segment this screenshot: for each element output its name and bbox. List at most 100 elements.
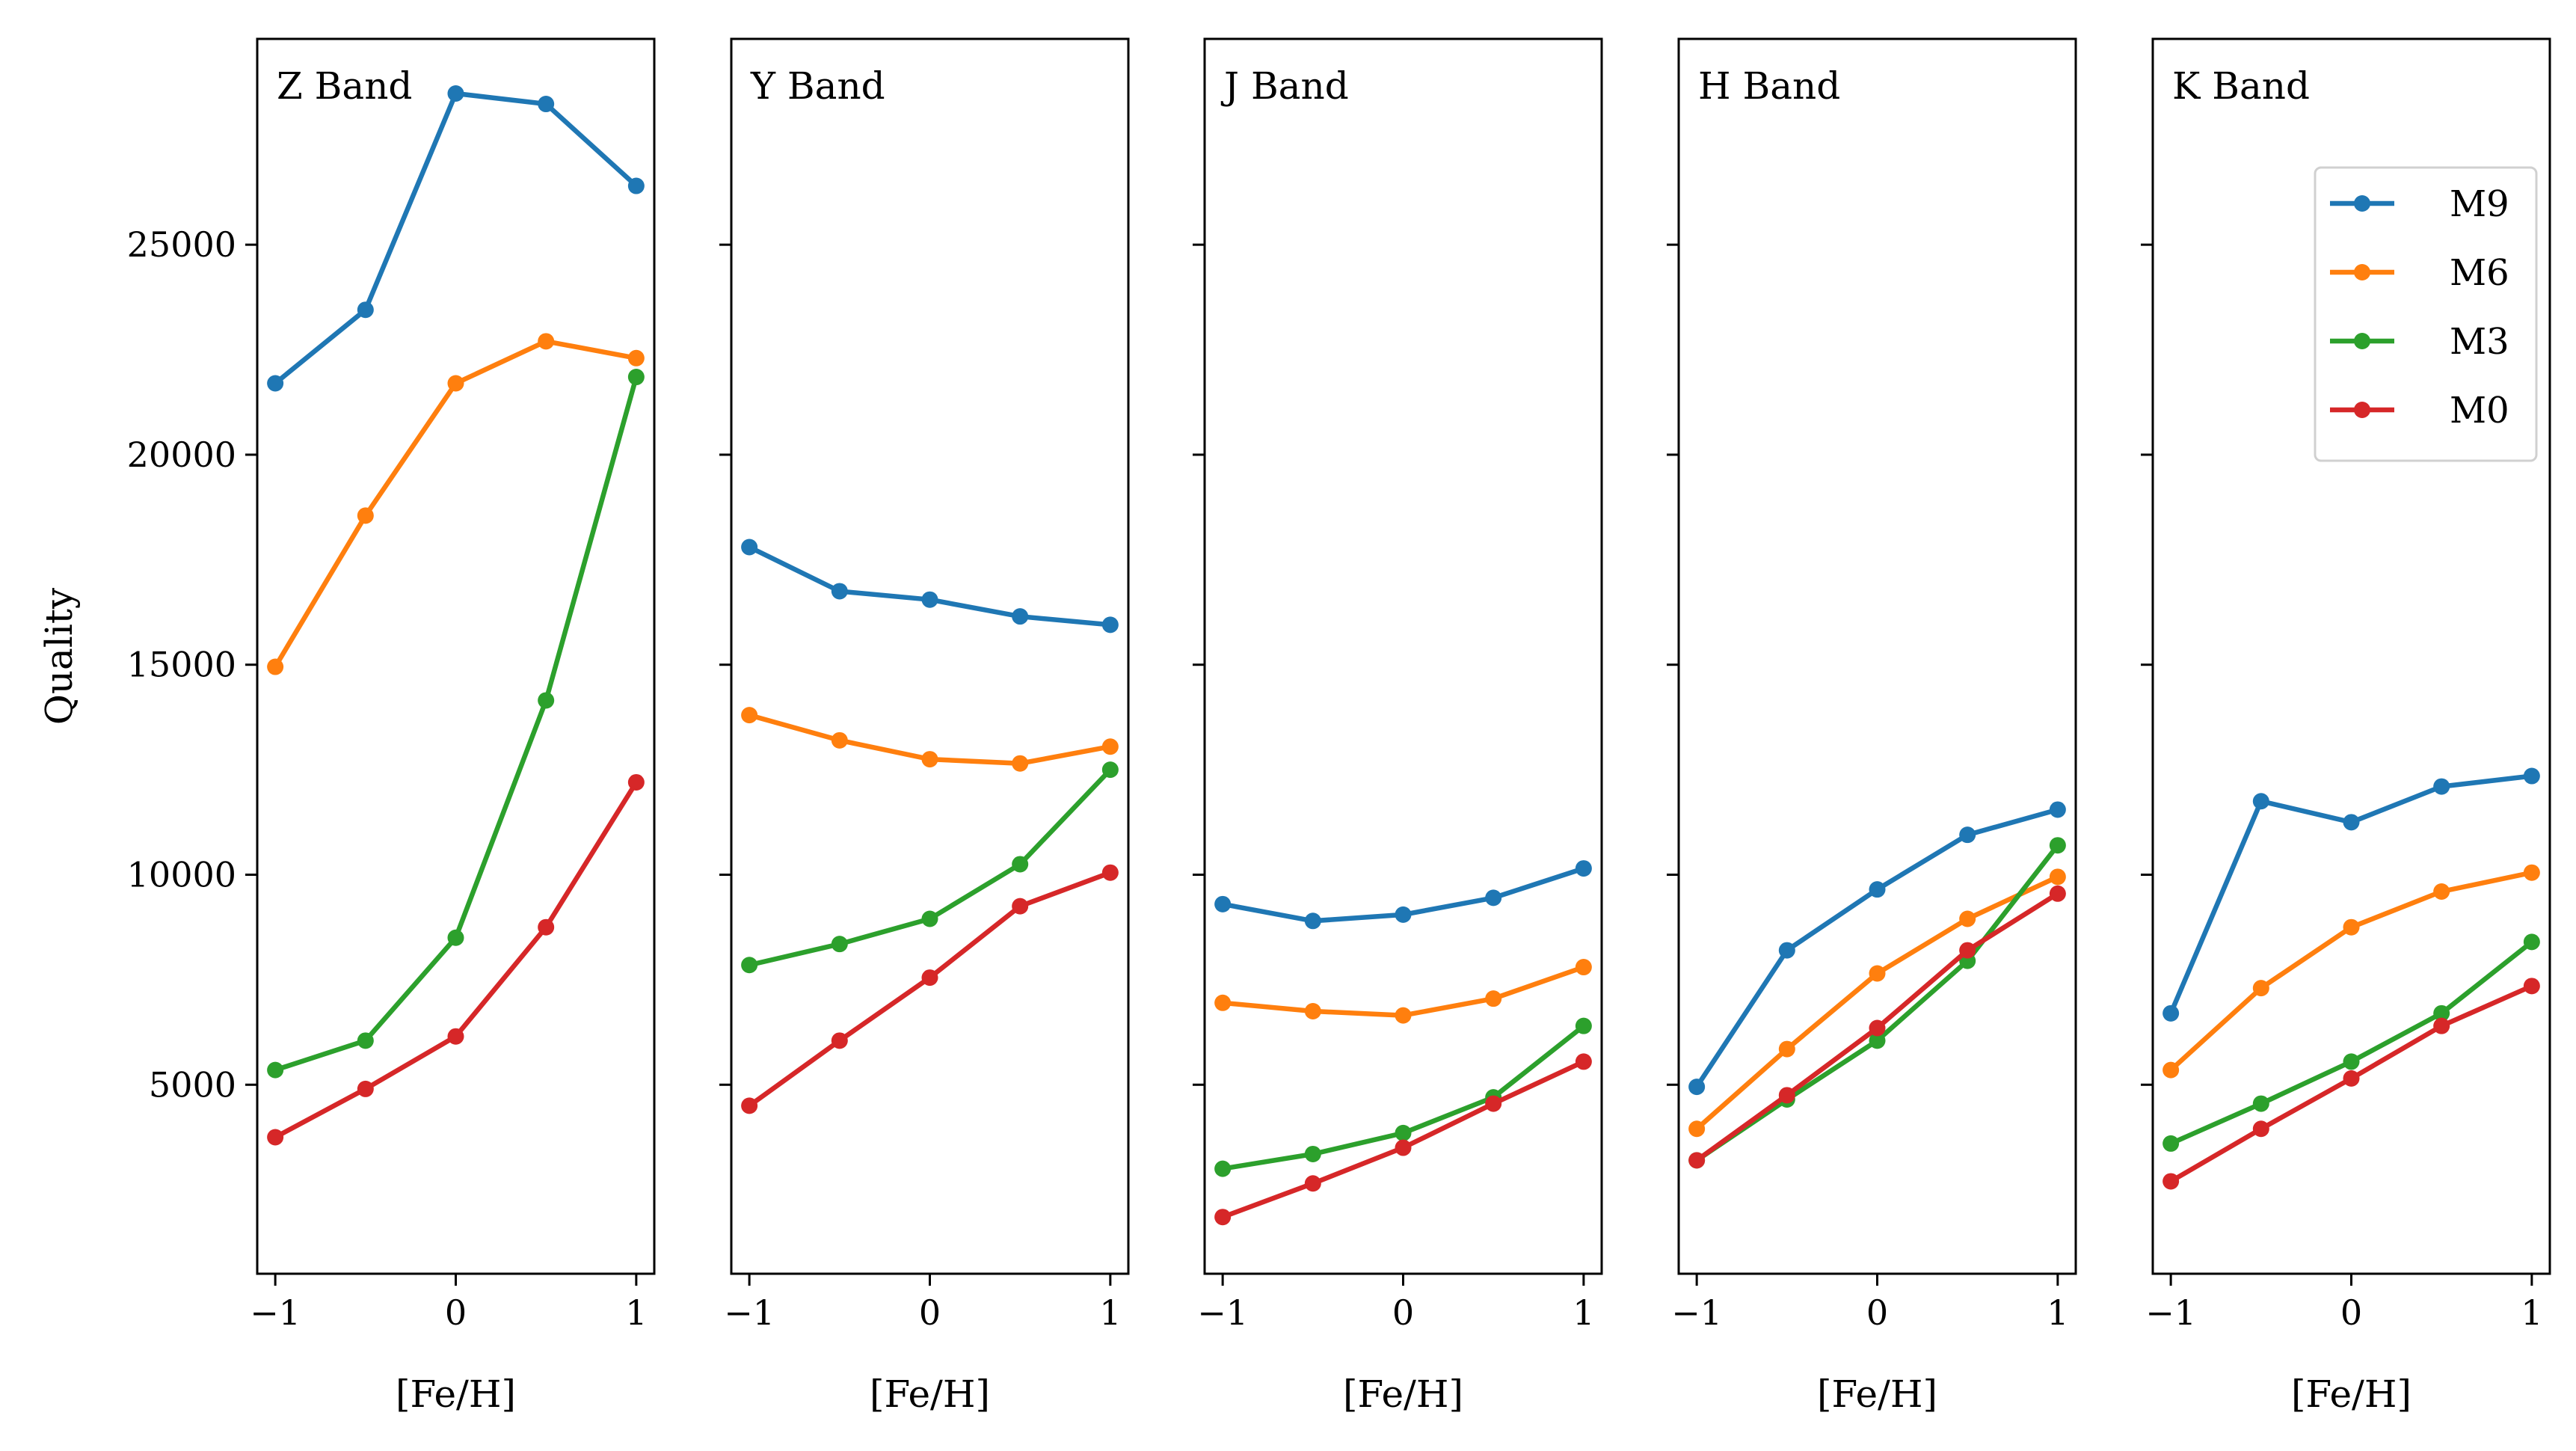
data-point-m0 xyxy=(1778,1087,1795,1104)
x-tick-label: −1 xyxy=(1671,1292,1722,1333)
data-point-m0 xyxy=(1688,1152,1706,1169)
series-m0 xyxy=(267,773,645,1146)
data-point-m3 xyxy=(267,1061,284,1079)
series-m9 xyxy=(741,539,1119,634)
data-point-m6 xyxy=(1214,994,1232,1011)
data-point-m6 xyxy=(1101,738,1119,755)
data-point-m6 xyxy=(1395,1007,1412,1024)
data-point-m6 xyxy=(741,707,758,724)
panel-frame xyxy=(2151,37,2551,1275)
data-point-m3 xyxy=(831,936,848,953)
y-tick-label: 20000 xyxy=(127,435,236,475)
data-point-m9 xyxy=(1214,895,1232,912)
panel-y-band: −1 0 1 [Fe/H] Y Band xyxy=(719,37,1130,1416)
data-point-m9 xyxy=(1688,1079,1706,1096)
legend-marker xyxy=(2354,402,2370,418)
series-m6 xyxy=(2162,864,2540,1079)
series-m0 xyxy=(741,864,1119,1114)
data-point-m0 xyxy=(921,969,938,987)
x-tick-label: 0 xyxy=(919,1292,941,1333)
legend: M9 M6 M3 M0 xyxy=(2314,166,2538,462)
data-point-m6 xyxy=(627,349,645,366)
series-m3 xyxy=(741,761,1119,974)
panel-frame xyxy=(730,37,1130,1275)
data-point-m9 xyxy=(1485,889,1502,907)
data-point-m3 xyxy=(627,369,645,386)
data-point-m6 xyxy=(1012,755,1029,772)
x-tick-label: −1 xyxy=(1197,1292,1248,1333)
legend-label: M3 xyxy=(2450,321,2509,363)
data-point-m9 xyxy=(2252,793,2269,810)
y-tick-label: 25000 xyxy=(127,224,236,265)
data-point-m0 xyxy=(2049,885,2066,902)
data-point-m3 xyxy=(2343,1053,2360,1070)
panel-title: Y Band xyxy=(750,64,885,108)
legend-entry-m6: M6 xyxy=(2330,252,2509,294)
data-point-m0 xyxy=(2343,1070,2360,1087)
panel-j-band: −1 0 1 [Fe/H] J Band xyxy=(1193,37,1603,1416)
legend-entry-m0: M0 xyxy=(2330,390,2509,432)
panel-title: H Band xyxy=(1698,64,1840,108)
data-point-m6 xyxy=(2162,1061,2180,1079)
data-point-m9 xyxy=(1304,912,1321,930)
data-point-m0 xyxy=(1012,898,1029,915)
data-point-m6 xyxy=(921,751,938,768)
data-point-m9 xyxy=(921,591,938,608)
data-point-m6 xyxy=(267,658,284,675)
data-point-m0 xyxy=(357,1080,374,1097)
data-point-m3 xyxy=(1304,1145,1321,1162)
x-tick-label: 1 xyxy=(1573,1292,1594,1333)
data-point-m9 xyxy=(2343,814,2360,831)
data-point-m3 xyxy=(921,910,938,927)
y-axis-label: Quality xyxy=(37,587,81,725)
data-point-m3 xyxy=(2049,837,2066,854)
data-point-m6 xyxy=(1485,990,1502,1007)
data-point-m0 xyxy=(538,918,555,936)
data-point-m6 xyxy=(831,731,848,749)
data-point-m3 xyxy=(1395,1124,1412,1141)
series-m9 xyxy=(1688,801,2066,1096)
data-point-m6 xyxy=(2523,864,2540,881)
x-tick-label: −1 xyxy=(2145,1292,2196,1333)
data-point-m0 xyxy=(1869,1019,1886,1037)
y-tick-label: 15000 xyxy=(127,645,236,685)
data-point-m0 xyxy=(1395,1139,1412,1156)
data-point-m9 xyxy=(831,583,848,600)
x-tick-label: 1 xyxy=(1099,1292,1121,1333)
x-tick-label: 1 xyxy=(2521,1292,2542,1333)
series-m6 xyxy=(741,707,1119,772)
x-tick-label: 1 xyxy=(625,1292,647,1333)
data-point-m9 xyxy=(1101,616,1119,634)
data-point-m3 xyxy=(1012,856,1029,873)
x-axis-label: [Fe/H] xyxy=(1817,1372,1937,1416)
data-point-m6 xyxy=(1869,965,1886,982)
data-point-m3 xyxy=(1575,1017,1592,1034)
data-point-m0 xyxy=(2252,1120,2269,1138)
legend-label: M9 xyxy=(2450,183,2509,225)
data-point-m3 xyxy=(447,929,464,946)
data-point-m6 xyxy=(2343,918,2360,936)
x-axis-label: [Fe/H] xyxy=(2291,1372,2411,1416)
legend-label: M0 xyxy=(2450,390,2509,432)
legend-marker xyxy=(2354,195,2370,212)
y-tick-label: 5000 xyxy=(149,1064,236,1105)
data-point-m9 xyxy=(1778,942,1795,959)
legend-entry-m9: M9 xyxy=(2330,183,2509,225)
y-tick-label: 10000 xyxy=(127,855,236,895)
series-m6 xyxy=(267,333,645,675)
data-point-m0 xyxy=(627,773,645,791)
data-point-m9 xyxy=(1395,906,1412,923)
series-m3 xyxy=(2162,933,2540,1152)
data-point-m6 xyxy=(2433,883,2450,900)
legend-label: M6 xyxy=(2450,252,2509,294)
data-point-m6 xyxy=(2252,980,2269,997)
data-point-m3 xyxy=(2523,933,2540,951)
data-point-m0 xyxy=(1101,864,1119,881)
data-point-m9 xyxy=(447,85,464,102)
data-point-m3 xyxy=(357,1032,374,1049)
data-point-m0 xyxy=(2433,1017,2450,1034)
data-point-m9 xyxy=(1575,860,1592,877)
